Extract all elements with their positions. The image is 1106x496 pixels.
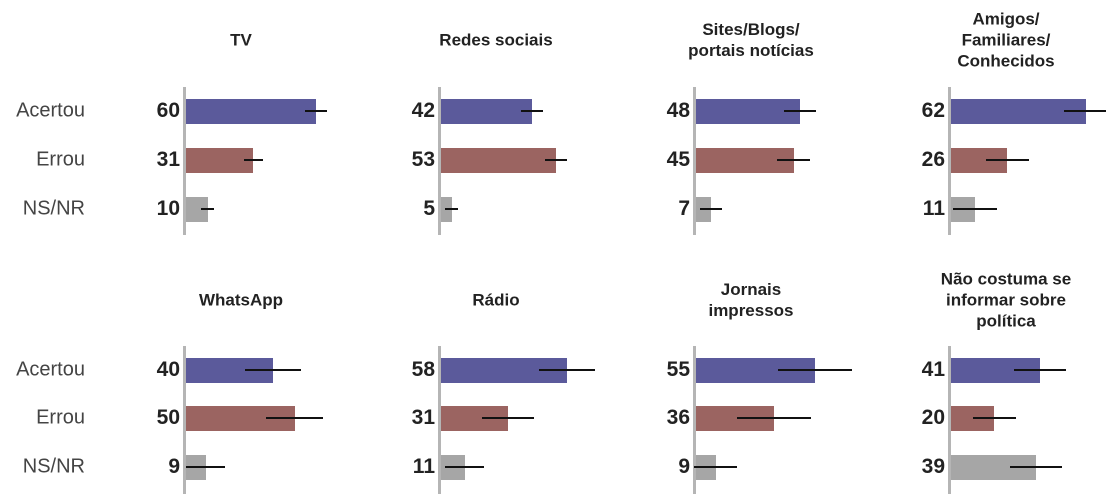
- value-label: 40: [156, 358, 180, 381]
- error-bar: [305, 109, 328, 113]
- bar: [186, 147, 254, 173]
- panel-title: TV: [230, 30, 252, 50]
- bar: [696, 98, 801, 124]
- axis-line: [183, 346, 186, 494]
- axis-line: [693, 346, 696, 494]
- value-label: 31: [411, 406, 435, 429]
- error-bar: [266, 416, 323, 420]
- error-bar: [778, 368, 853, 372]
- value-label: 20: [921, 406, 945, 429]
- value-label: 11: [412, 455, 435, 478]
- value-label: 31: [156, 148, 180, 171]
- value-label: 53: [411, 148, 435, 171]
- error-bar: [521, 109, 543, 113]
- error-bar: [244, 368, 301, 372]
- axis-line: [438, 87, 441, 235]
- value-label: 41: [921, 358, 945, 381]
- value-label: 48: [666, 99, 690, 122]
- error-bar: [445, 207, 459, 211]
- panel-title: Amigos/ Familiares/ Conhecidos: [957, 9, 1055, 71]
- error-bar: [777, 158, 810, 162]
- error-bar: [972, 416, 1017, 420]
- bar: [186, 98, 317, 124]
- category-label: NS/NR: [22, 455, 85, 478]
- value-label: 10: [156, 197, 180, 220]
- error-bar: [545, 158, 567, 162]
- axis-line: [693, 87, 696, 235]
- value-label: 9: [168, 455, 180, 478]
- value-label: 9: [678, 455, 690, 478]
- value-label: 58: [411, 358, 435, 381]
- error-bar: [482, 416, 535, 420]
- value-label: 55: [666, 358, 690, 381]
- value-label: 62: [921, 99, 945, 122]
- error-bar: [737, 416, 811, 420]
- value-label: 26: [921, 148, 945, 171]
- axis-line: [438, 346, 441, 494]
- error-bar: [953, 207, 997, 211]
- value-label: 11: [922, 197, 945, 220]
- error-bar: [1063, 109, 1106, 113]
- axis-line: [183, 87, 186, 235]
- value-label: 50: [156, 406, 180, 429]
- axis-line: [948, 346, 951, 494]
- axis-line: [948, 87, 951, 235]
- value-label: 39: [921, 455, 945, 478]
- error-bar: [186, 465, 226, 469]
- value-label: 36: [666, 406, 690, 429]
- error-bar: [1013, 368, 1066, 372]
- panel-title: Não costuma se informar sobre política: [940, 269, 1072, 331]
- error-bar: [1009, 465, 1062, 469]
- panel-title: Sites/Blogs/ portais notícias: [688, 20, 814, 60]
- value-label: 5: [423, 197, 435, 220]
- category-label: Acertou: [16, 358, 85, 381]
- panel-title: Redes sociais: [439, 30, 553, 50]
- error-bar: [201, 207, 215, 211]
- category-label: Errou: [36, 406, 85, 429]
- value-label: 45: [666, 148, 690, 171]
- value-label: 60: [156, 99, 180, 122]
- bar: [696, 147, 794, 173]
- bar: [186, 196, 208, 222]
- value-label: 42: [411, 99, 435, 122]
- error-bar: [445, 465, 485, 469]
- bar: [951, 98, 1086, 124]
- category-label: Acertou: [16, 99, 85, 122]
- bar: [441, 147, 556, 173]
- error-bar: [243, 158, 264, 162]
- panel-title: WhatsApp: [198, 290, 284, 310]
- panel-title: Rádio: [472, 290, 520, 310]
- error-bar: [783, 109, 817, 113]
- category-label: Errou: [36, 148, 85, 171]
- value-label: 7: [678, 197, 690, 220]
- category-label: NS/NR: [22, 197, 85, 220]
- error-bar: [700, 207, 723, 211]
- panel-title: Jornais impressos: [708, 280, 794, 320]
- error-bar: [538, 368, 596, 372]
- error-bar: [985, 158, 1030, 162]
- error-bar: [693, 465, 738, 469]
- bar: [441, 98, 533, 124]
